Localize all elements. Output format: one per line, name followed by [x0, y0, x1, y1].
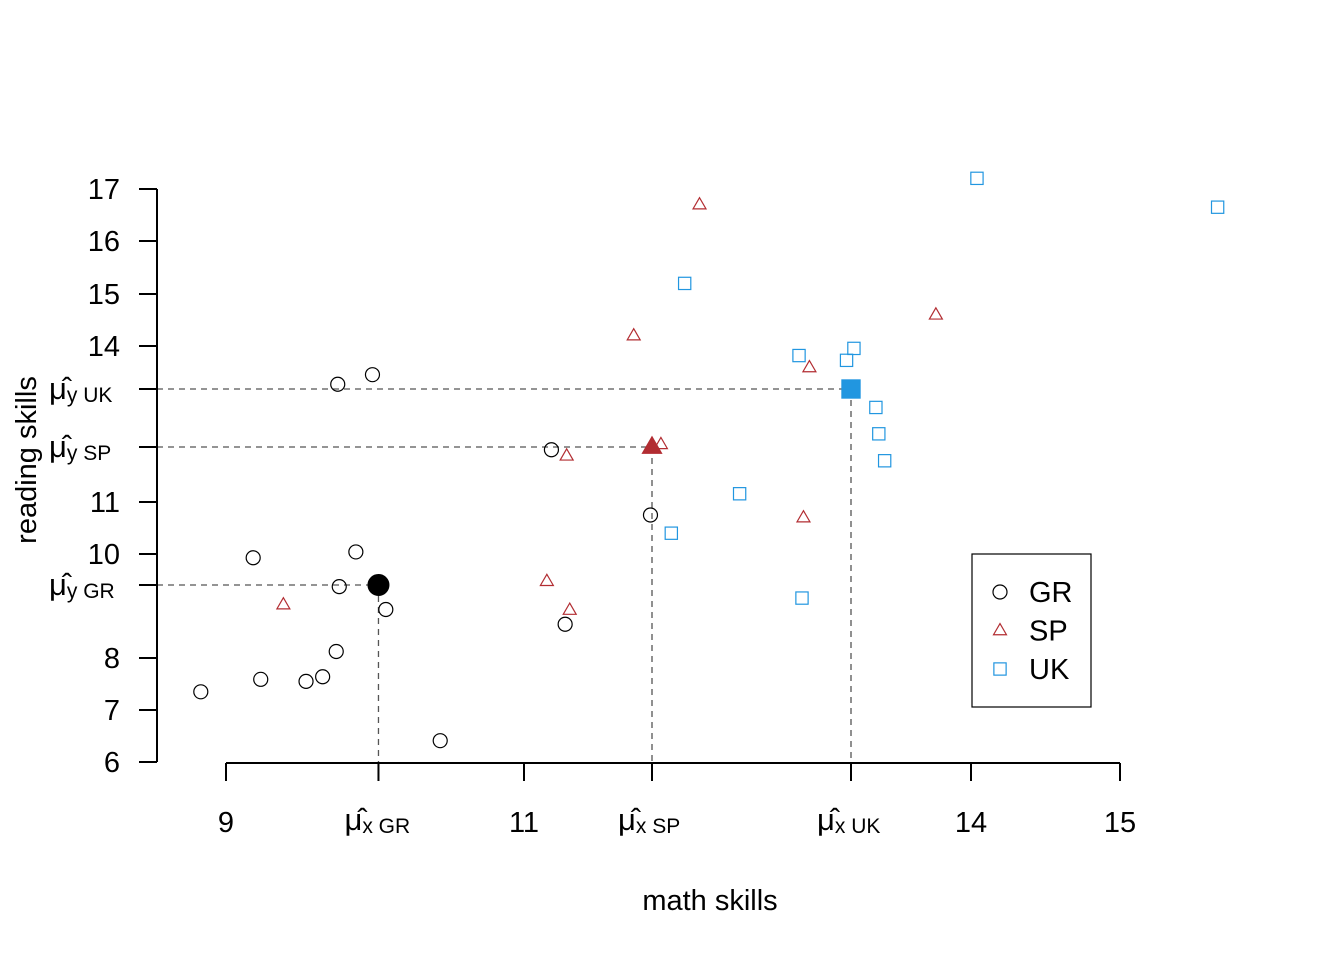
data-point-uk [795, 591, 809, 605]
y-mean-label-uk: μ̂y UK [49, 371, 112, 407]
legend-marker-gr [992, 584, 1008, 600]
legend: GR SP UK [971, 553, 1092, 708]
mean-point-gr [367, 574, 390, 596]
data-point-uk [664, 526, 679, 540]
data-point-gr [378, 601, 394, 618]
data-point-uk [1210, 200, 1225, 214]
y-mean-label-gr: μ̂y GR [49, 567, 115, 603]
mean-reference-lines [157, 388, 852, 763]
y-tick-label: 15 [88, 279, 120, 311]
data-point-gr [315, 669, 331, 685]
data-points [193, 171, 1225, 749]
mean-point-uk [841, 379, 861, 399]
y-tick-label: 8 [104, 643, 120, 675]
data-point-uk [677, 276, 692, 291]
data-point-gr [432, 733, 448, 749]
data-point-sp [653, 436, 669, 450]
legend-label-gr: GR [1029, 577, 1073, 609]
y-tick-label: 11 [90, 487, 120, 519]
x-mean-label-uk: μ̂x UK [817, 802, 880, 838]
data-point-gr [330, 376, 346, 392]
data-point-gr [331, 579, 347, 595]
data-point-gr [245, 550, 261, 566]
data-point-sp [795, 509, 811, 523]
y-axis-title: reading skills [11, 376, 43, 544]
y-tick-label: 7 [104, 695, 120, 727]
data-point-uk [869, 400, 883, 415]
data-point-sp [559, 447, 575, 461]
legend-marker-sp [992, 622, 1008, 636]
x-mean-label-gr: μ̂x GR [344, 802, 410, 838]
data-point-gr [328, 643, 344, 660]
data-point-uk [872, 427, 886, 441]
y-tick-label: 17 [88, 174, 120, 206]
data-point-gr [642, 507, 659, 523]
mean-point-sp [641, 435, 663, 454]
y-tick-label: 10 [88, 539, 120, 571]
data-point-gr [193, 684, 209, 700]
legend-box [971, 553, 1092, 708]
data-point-gr [364, 367, 381, 383]
y-tick-label: 16 [88, 226, 120, 258]
data-point-sp [275, 596, 291, 610]
data-point-sp [928, 306, 944, 320]
x-tick-label: 14 [955, 807, 987, 839]
legend-marker-uk [993, 662, 1007, 676]
x-tick-label: 9 [218, 807, 234, 839]
legend-label-sp: SP [1029, 616, 1068, 648]
y-tick-label: 6 [104, 747, 120, 779]
data-point-uk [970, 171, 984, 186]
data-point-sp [626, 327, 642, 341]
x-mean-label-sp: μ̂x SP [618, 802, 680, 838]
data-point-uk [847, 341, 861, 356]
legend-label-uk: UK [1029, 654, 1070, 686]
data-point-uk [839, 353, 854, 368]
data-point-gr [253, 671, 269, 687]
data-point-gr [298, 673, 314, 690]
x-tick-label: 15 [1104, 807, 1136, 839]
x-tick-label: 11 [509, 807, 539, 839]
y-tick-label: 14 [88, 331, 120, 363]
data-point-uk [732, 487, 747, 501]
data-point-gr [557, 616, 573, 632]
data-point-gr [348, 544, 364, 560]
x-axis: 9 11 14 15 μ̂x GR μ̂x SP μ̂x UK [218, 762, 1136, 839]
data-point-uk [792, 348, 806, 363]
data-point-sp [562, 601, 578, 615]
group-mean-markers [367, 379, 861, 596]
data-point-gr [543, 442, 560, 458]
data-point-uk [877, 454, 892, 468]
y-axis: 6 7 8 10 11 14 15 16 17 μ̂y GR μ̂y SP μ̂y UK [49, 174, 158, 779]
x-axis-title: math skills [642, 885, 777, 917]
y-mean-label-sp: μ̂y SP [49, 429, 111, 465]
data-point-sp [692, 196, 708, 210]
data-point-sp [539, 573, 555, 587]
data-point-sp [801, 359, 817, 373]
